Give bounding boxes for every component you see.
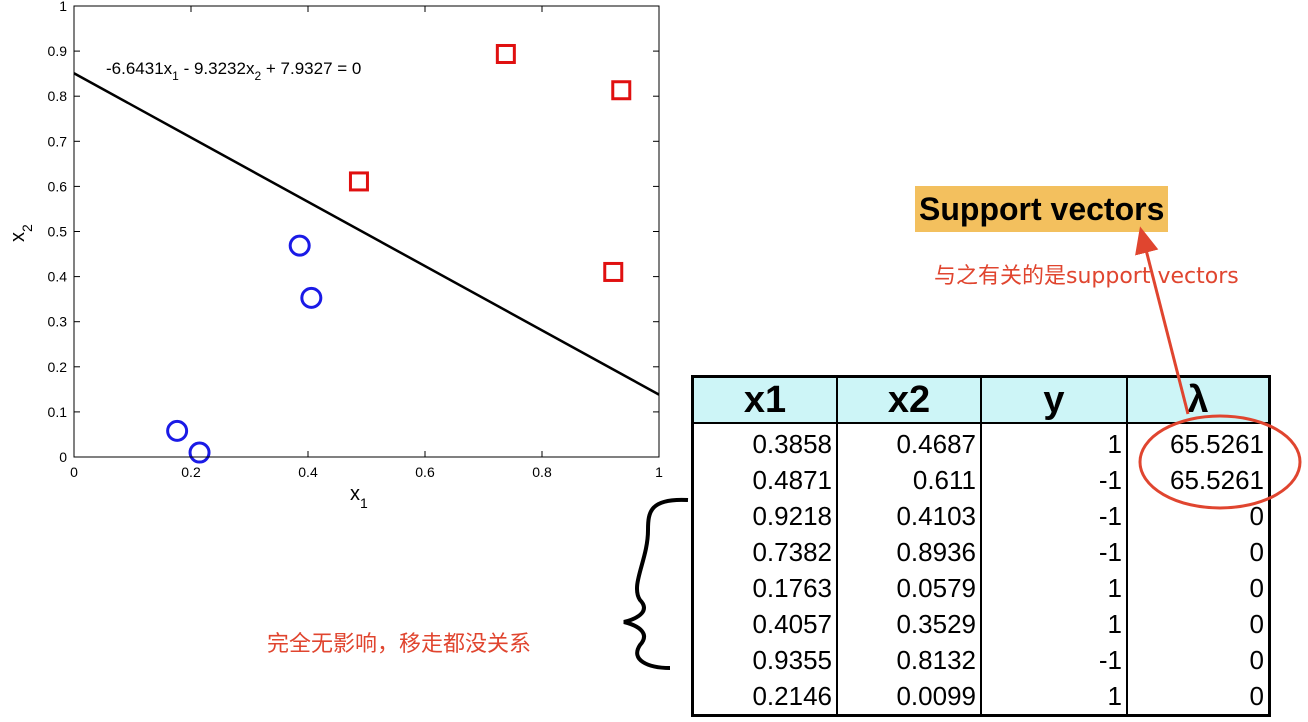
header-y: y (980, 375, 1128, 424)
y-axis-label: x2 (7, 224, 35, 242)
table-row: 0.4057 0.3529 1 0 (691, 606, 1271, 642)
x-tick-label: 1 (655, 464, 663, 480)
cell-x2: 0.0579 (836, 570, 982, 606)
cell-y: -1 (980, 498, 1128, 534)
cell-y: 1 (980, 570, 1128, 606)
tick-layer: 0 0.2 0.4 0.6 0.8 1 0 0.1 0.2 0.3 0.4 0.5 0.6 0.7 0.8 0… (48, 0, 664, 480)
x-tick-label: 0 (70, 464, 78, 480)
header-x2: x2 (836, 375, 982, 424)
cell-x2: 0.0099 (836, 678, 982, 716)
cell-lambda: 0 (1126, 678, 1271, 716)
cell-y: -1 (980, 642, 1128, 678)
scatter-plot: 0 0.2 0.4 0.6 0.8 1 0 0.1 0.2 0.3 0.4 0.5 0.6 0.7 0.8 0… (7, 0, 664, 511)
data-point-square (495, 43, 516, 64)
boundary-equation: -6.6431x1 - 9.3232x2 + 7.9327 = 0 (106, 59, 361, 83)
cell-x1: 0.3858 (691, 423, 838, 462)
cell-x2: 0.4687 (836, 423, 982, 462)
x-axis-label: x1 (350, 483, 368, 511)
cell-x1: 0.2146 (691, 678, 838, 716)
cell-x1: 0.1763 (691, 570, 838, 606)
cell-y: 1 (980, 423, 1128, 462)
cell-y: 1 (980, 606, 1128, 642)
plot-frame (73, 5, 660, 458)
data-point-square (611, 80, 632, 101)
decision-boundary-line (73, 72, 660, 396)
zero-lambda-note: 完全无影响，移走都没关系 (267, 632, 532, 657)
cell-y: -1 (980, 534, 1128, 570)
cell-lambda: 0 (1126, 642, 1271, 678)
x-tick-label: 0.2 (181, 464, 201, 480)
cell-x1: 0.9218 (691, 498, 838, 534)
y-tick-label: 0.1 (48, 404, 68, 420)
x-tick-label: 0.6 (415, 464, 435, 480)
y-tick-label: 0.3 (48, 314, 68, 330)
x-tick-label: 0.4 (298, 464, 318, 480)
cell-lambda: 65.5261 (1126, 423, 1271, 462)
cell-x2: 0.611 (836, 462, 982, 498)
table-row: 0.1763 0.0579 1 0 (691, 570, 1271, 606)
y-tick-label: 0.4 (48, 269, 68, 285)
table-header-row: x1 x2 y λ (691, 375, 1271, 424)
y-tick-label: 0.8 (48, 88, 68, 104)
data-table: x1 x2 y λ 0.3858 0.4687 1 65.5261 0.4871 0.6… (691, 375, 1271, 717)
cell-lambda: 0 (1126, 534, 1271, 570)
cell-x1: 0.9355 (691, 642, 838, 678)
cell-x1: 0.7382 (691, 534, 838, 570)
header-x1: x1 (691, 375, 838, 424)
data-point-circle (288, 234, 311, 257)
data-point-square (603, 261, 624, 282)
table-row: 0.9355 0.8132 -1 0 (691, 642, 1271, 678)
table-row: 0.7382 0.8936 -1 0 (691, 534, 1271, 570)
table-row: 0.2146 0.0099 1 0 (691, 678, 1271, 716)
cell-x1: 0.4871 (691, 462, 838, 498)
cell-x2: 0.8936 (836, 534, 982, 570)
cell-x2: 0.4103 (836, 498, 982, 534)
y-tick-label: 0.5 (48, 224, 68, 240)
table-row: 0.9218 0.4103 -1 0 (691, 498, 1271, 534)
cell-y: -1 (980, 462, 1128, 498)
table-row: 0.4871 0.611 -1 65.5261 (691, 462, 1271, 498)
support-vectors-badge: Support vectors (915, 186, 1169, 232)
y-tick-label: 0.7 (48, 133, 68, 149)
data-point-circle (300, 286, 323, 309)
cell-y: 1 (980, 678, 1128, 716)
y-tick-label: 0.6 (48, 178, 68, 194)
y-tick-label: 0.2 (48, 359, 68, 375)
cell-lambda: 0 (1126, 498, 1271, 534)
data-point-square (348, 171, 369, 192)
cell-lambda: 0 (1126, 570, 1271, 606)
cell-x2: 0.3529 (836, 606, 982, 642)
cell-x2: 0.8132 (836, 642, 982, 678)
support-vectors-note: 与之有关的是support vectors (934, 264, 1239, 289)
cell-lambda: 65.5261 (1126, 462, 1271, 498)
y-tick-label: 0.9 (48, 43, 68, 59)
y-tick-label: 0 (59, 449, 67, 465)
cell-lambda: 0 (1126, 606, 1271, 642)
header-lambda: λ (1126, 375, 1271, 424)
cell-x1: 0.4057 (691, 606, 838, 642)
points-layer (166, 43, 632, 464)
x-tick-label: 0.8 (532, 464, 552, 480)
table-row: 0.3858 0.4687 1 65.5261 (691, 423, 1271, 462)
data-point-circle (188, 441, 211, 464)
y-tick-label: 1 (59, 0, 67, 14)
data-point-circle (166, 419, 189, 442)
